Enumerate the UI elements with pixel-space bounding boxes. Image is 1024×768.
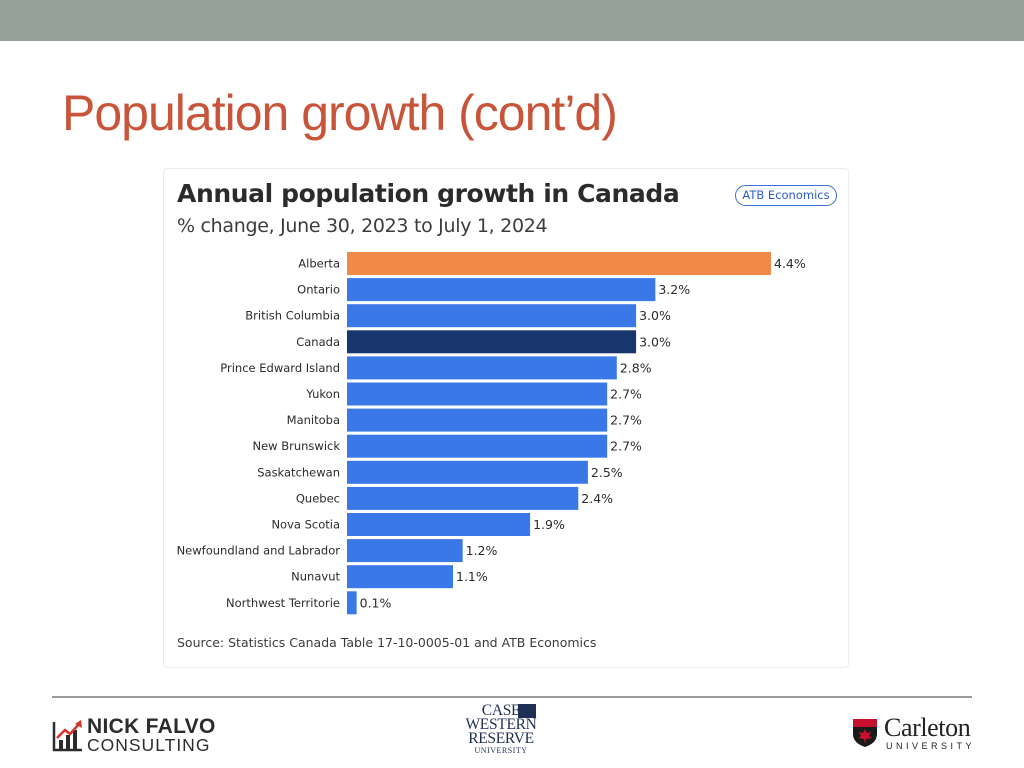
atb-economics-badge: ATB Economics <box>735 185 837 206</box>
cw-line-2: WESTERN <box>465 716 537 733</box>
value-label: 1.9% <box>533 517 565 532</box>
category-label: Nunavut <box>291 570 340 584</box>
carleton-logo: Carleton UNIVERSITY <box>852 714 976 752</box>
carleton-subtitle: UNIVERSITY <box>886 741 976 751</box>
bar-canada <box>347 330 637 354</box>
category-label: Canada <box>296 335 340 349</box>
footer-divider <box>52 696 972 698</box>
value-label: 3.0% <box>639 308 671 323</box>
case-western-logo: CASE WESTERN RESERVE UNIVERSITY <box>462 702 540 762</box>
category-label: Manitoba <box>287 413 340 427</box>
bar-manitoba <box>347 408 608 432</box>
category-label: New Brunswick <box>252 439 340 453</box>
value-label: 2.7% <box>610 413 642 428</box>
cw-line-1: CASE <box>481 702 521 719</box>
value-label: 2.5% <box>591 465 623 480</box>
bar-yukon <box>347 382 608 406</box>
value-label: 3.0% <box>639 334 671 349</box>
value-label: 1.2% <box>466 543 498 558</box>
chart-source: Source: Statistics Canada Table 17-10-00… <box>177 635 597 650</box>
category-label: Nova Scotia <box>271 518 340 532</box>
bar-chart-arrow-icon <box>52 720 82 752</box>
category-label: Newfoundland and Labrador <box>177 544 341 558</box>
bar-new-brunswick <box>347 434 608 458</box>
category-label: Quebec <box>296 491 340 505</box>
value-label: 1.1% <box>456 569 488 584</box>
chart-card: Annual population growth in Canada % cha… <box>163 168 849 668</box>
bar-newfoundland-and-labrador <box>347 539 463 563</box>
bar-quebec <box>347 486 579 510</box>
category-label: Alberta <box>298 257 340 271</box>
carleton-name: Carleton <box>884 713 971 742</box>
value-label: 3.2% <box>658 282 690 297</box>
bar-northwest-territorie <box>347 591 357 615</box>
bar-ontario <box>347 278 656 302</box>
value-label: 0.1% <box>360 595 392 610</box>
bar-chart: Alberta 4.4% Ontario 3.2% British Columbia 3.… <box>177 252 806 615</box>
top-band <box>0 0 1024 41</box>
case-western-emblem-icon <box>518 704 536 718</box>
bar-british-columbia <box>347 304 637 328</box>
bar-saskatchewan <box>347 460 588 484</box>
category-label: Prince Edward Island <box>220 361 340 375</box>
slide-title: Population growth (cont’d) <box>62 85 618 141</box>
category-label: Yukon <box>305 387 340 401</box>
cw-line-4: UNIVERSITY <box>474 746 528 755</box>
maple-shield-icon <box>853 719 877 747</box>
value-label: 2.4% <box>581 491 613 506</box>
bar-nunavut <box>347 565 453 589</box>
nick-falvo-subtitle: CONSULTING <box>87 735 211 755</box>
category-label: Saskatchewan <box>257 465 340 479</box>
category-label: Ontario <box>297 283 340 297</box>
value-label: 2.7% <box>610 439 642 454</box>
value-label: 2.7% <box>610 387 642 402</box>
value-label: 4.4% <box>774 256 806 271</box>
nick-falvo-logo: NICK FALVO CONSULTING <box>52 716 222 756</box>
cw-line-3: RESERVE <box>468 730 534 747</box>
chart-subtitle: % change, June 30, 2023 to July 1, 2024 <box>177 215 548 237</box>
category-label: Northwest Territorie <box>226 596 340 610</box>
bar-nova-scotia <box>347 513 531 536</box>
category-label: British Columbia <box>245 309 340 323</box>
value-label: 2.8% <box>620 360 652 375</box>
chart-title: Annual population growth in Canada <box>177 179 680 208</box>
nick-falvo-name: NICK FALVO <box>87 715 216 738</box>
bar-alberta <box>347 252 771 275</box>
bar-prince-edward-island <box>347 356 617 380</box>
